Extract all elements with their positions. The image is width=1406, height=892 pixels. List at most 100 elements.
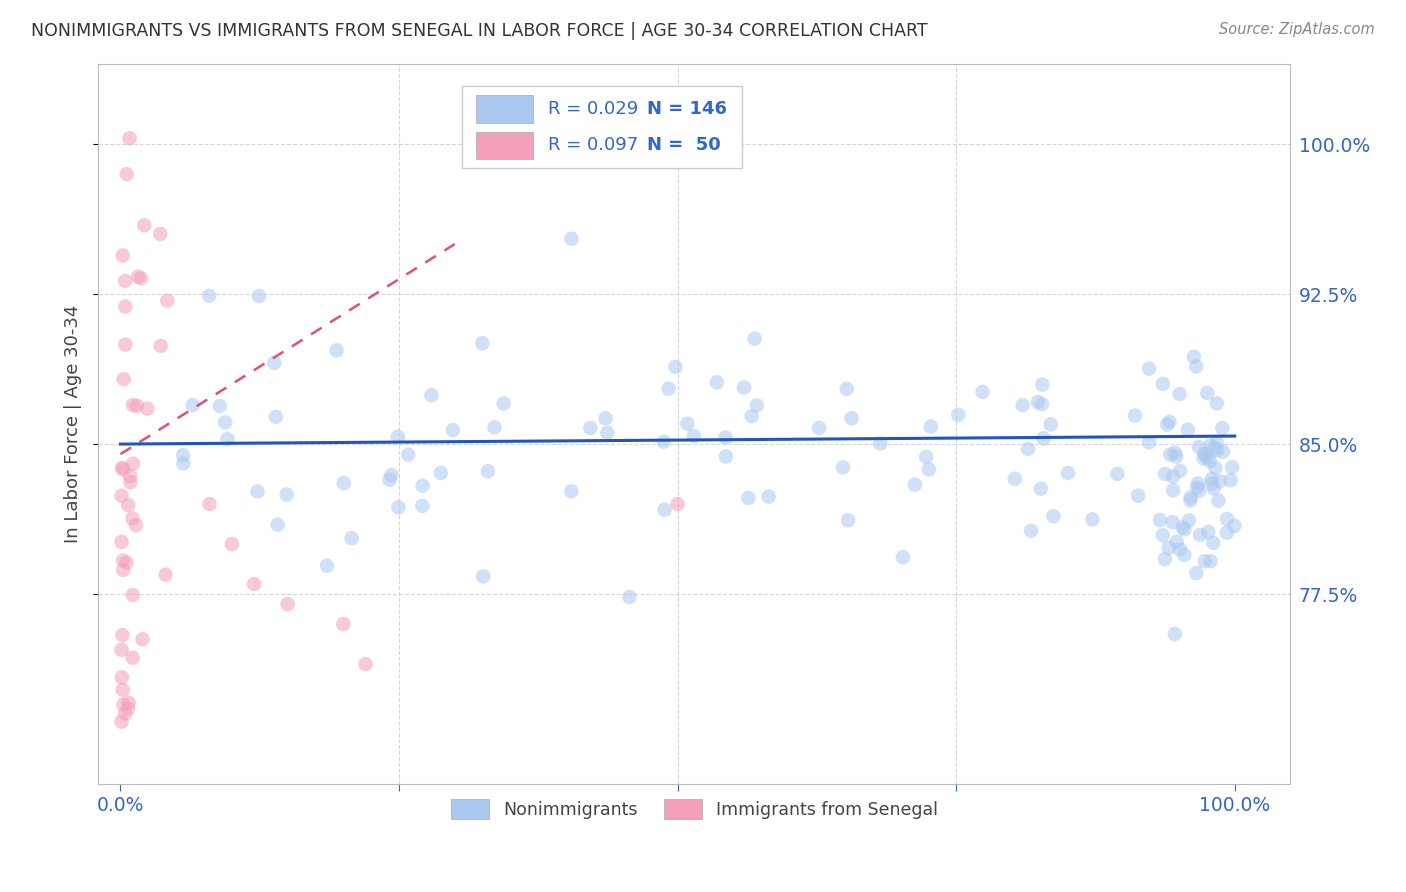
Point <box>595 411 617 425</box>
Point <box>1202 536 1225 550</box>
Point <box>1216 525 1239 540</box>
Point <box>1168 387 1191 401</box>
Point <box>737 491 759 505</box>
Point <box>117 701 139 715</box>
Point <box>155 567 177 582</box>
Point <box>122 457 145 471</box>
Point <box>114 706 136 721</box>
Point <box>263 356 285 370</box>
Point <box>920 419 942 434</box>
Point <box>666 497 689 511</box>
Point <box>1204 441 1226 455</box>
Point <box>112 698 135 712</box>
Point <box>112 372 135 386</box>
Point <box>1156 417 1178 432</box>
Point <box>1031 397 1053 411</box>
Point <box>1204 461 1226 475</box>
Point <box>112 563 135 577</box>
FancyBboxPatch shape <box>477 95 533 122</box>
Point <box>1206 396 1229 410</box>
Point <box>1164 446 1187 460</box>
Point <box>1187 476 1209 491</box>
Point <box>172 457 194 471</box>
Text: R = 0.029: R = 0.029 <box>548 100 638 118</box>
Point <box>1188 483 1211 498</box>
Y-axis label: In Labor Force | Age 30-34: In Labor Force | Age 30-34 <box>65 305 82 543</box>
Point <box>1194 446 1216 460</box>
Legend: Nonimmigrants, Immigrants from Senegal: Nonimmigrants, Immigrants from Senegal <box>444 792 945 826</box>
Point <box>111 682 134 697</box>
Point <box>172 448 194 462</box>
Point <box>869 436 891 450</box>
Point <box>121 650 143 665</box>
Point <box>835 382 858 396</box>
Point <box>149 339 172 353</box>
Point <box>714 430 737 444</box>
Point <box>111 248 134 262</box>
Point <box>1166 450 1188 464</box>
Point <box>841 411 863 425</box>
Point <box>420 388 443 402</box>
Point <box>114 300 136 314</box>
Point <box>430 466 453 480</box>
Point <box>1149 513 1171 527</box>
Point <box>1182 350 1205 364</box>
Point <box>1126 489 1149 503</box>
Point <box>114 274 136 288</box>
Point <box>1161 515 1184 529</box>
Text: N = 146: N = 146 <box>647 100 727 118</box>
Point <box>676 417 699 431</box>
Point <box>915 450 938 464</box>
Point <box>156 293 179 308</box>
Point <box>745 398 768 412</box>
Point <box>1220 460 1243 475</box>
Point <box>110 643 132 657</box>
Point <box>1197 524 1219 539</box>
Point <box>134 219 156 233</box>
Point <box>1019 524 1042 538</box>
Point <box>246 484 269 499</box>
Point <box>129 271 152 285</box>
Point <box>682 429 704 443</box>
Text: Source: ZipAtlas.com: Source: ZipAtlas.com <box>1219 22 1375 37</box>
Point <box>948 408 970 422</box>
Point <box>1205 435 1227 450</box>
Point <box>1159 448 1181 462</box>
FancyBboxPatch shape <box>461 86 742 169</box>
Point <box>316 558 339 573</box>
Point <box>1178 513 1201 527</box>
Point <box>1168 542 1191 557</box>
Point <box>652 434 675 449</box>
Point <box>198 497 221 511</box>
Point <box>1011 398 1033 412</box>
Point <box>181 398 204 412</box>
Point <box>808 421 831 435</box>
Point <box>1026 395 1049 409</box>
Point <box>441 423 464 437</box>
Point <box>1197 450 1219 464</box>
Point <box>340 531 363 545</box>
Point <box>396 448 419 462</box>
Point <box>1199 454 1222 468</box>
Point <box>758 490 780 504</box>
Point <box>1216 512 1239 526</box>
Point <box>1137 361 1160 376</box>
Point <box>714 450 737 464</box>
Point <box>114 337 136 351</box>
Point <box>121 511 143 525</box>
Point <box>1157 541 1180 555</box>
Point <box>1208 493 1230 508</box>
Point <box>1199 554 1222 568</box>
Point <box>1197 386 1219 401</box>
Point <box>125 518 148 533</box>
Point <box>1180 493 1202 508</box>
Point <box>131 632 153 647</box>
Point <box>412 479 434 493</box>
Point <box>1194 448 1216 462</box>
Point <box>110 489 132 503</box>
Point <box>1004 472 1026 486</box>
Point <box>378 473 401 487</box>
Point <box>1180 491 1202 505</box>
Point <box>333 476 356 491</box>
Point <box>122 398 145 412</box>
